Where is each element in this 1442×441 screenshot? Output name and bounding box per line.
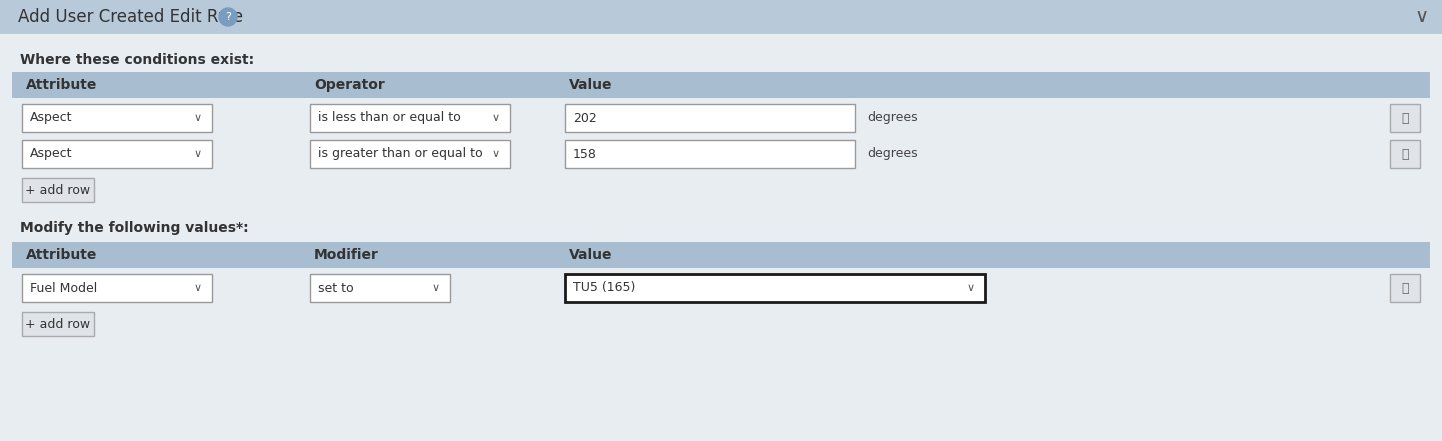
Bar (1390, 274, 1420, 302)
Text: ∨: ∨ (492, 149, 500, 159)
Text: ∨: ∨ (1415, 7, 1429, 26)
Text: Fuel Model: Fuel Model (30, 281, 97, 295)
Text: 🗑: 🗑 (1402, 147, 1409, 161)
Text: is less than or equal to: is less than or equal to (319, 112, 461, 124)
Text: Value: Value (570, 78, 613, 92)
Bar (22, 104, 212, 132)
Text: set to: set to (319, 281, 353, 295)
Text: 202: 202 (572, 112, 597, 124)
Bar (12, 72, 1430, 98)
Text: degrees: degrees (867, 112, 917, 124)
Text: 🗑: 🗑 (1402, 112, 1409, 124)
Text: Modify the following values*:: Modify the following values*: (20, 221, 248, 235)
Text: ∨: ∨ (433, 283, 440, 293)
Text: Where these conditions exist:: Where these conditions exist: (20, 53, 254, 67)
Text: ?: ? (225, 12, 231, 22)
Text: 158: 158 (572, 147, 597, 161)
Bar (565, 274, 985, 302)
Circle shape (219, 8, 236, 26)
Bar (1390, 140, 1420, 168)
Bar (22, 140, 212, 168)
Text: Aspect: Aspect (30, 147, 72, 161)
Bar (310, 104, 510, 132)
Bar (22, 312, 94, 336)
Text: TU5 (165): TU5 (165) (572, 281, 636, 295)
Text: ∨: ∨ (193, 149, 202, 159)
Text: is greater than or equal to: is greater than or equal to (319, 147, 483, 161)
Bar (310, 274, 450, 302)
Bar (12, 242, 1430, 268)
Text: Add User Created Edit Rule: Add User Created Edit Rule (17, 8, 244, 26)
Text: ∨: ∨ (492, 113, 500, 123)
Text: Aspect: Aspect (30, 112, 72, 124)
Text: Attribute: Attribute (26, 248, 98, 262)
Text: Operator: Operator (314, 78, 385, 92)
Bar (22, 178, 94, 202)
Bar (310, 140, 510, 168)
Text: ∨: ∨ (193, 113, 202, 123)
Text: ∨: ∨ (193, 283, 202, 293)
Text: 🗑: 🗑 (1402, 281, 1409, 295)
Bar (22, 274, 212, 302)
Text: Modifier: Modifier (314, 248, 379, 262)
Text: ∨: ∨ (968, 283, 975, 293)
Bar (565, 140, 855, 168)
Text: Value: Value (570, 248, 613, 262)
Bar (565, 104, 855, 132)
Text: + add row: + add row (26, 183, 91, 197)
Text: degrees: degrees (867, 147, 917, 161)
Text: Attribute: Attribute (26, 78, 98, 92)
Text: + add row: + add row (26, 318, 91, 330)
Bar (1390, 104, 1420, 132)
Bar (0, 0, 1442, 34)
